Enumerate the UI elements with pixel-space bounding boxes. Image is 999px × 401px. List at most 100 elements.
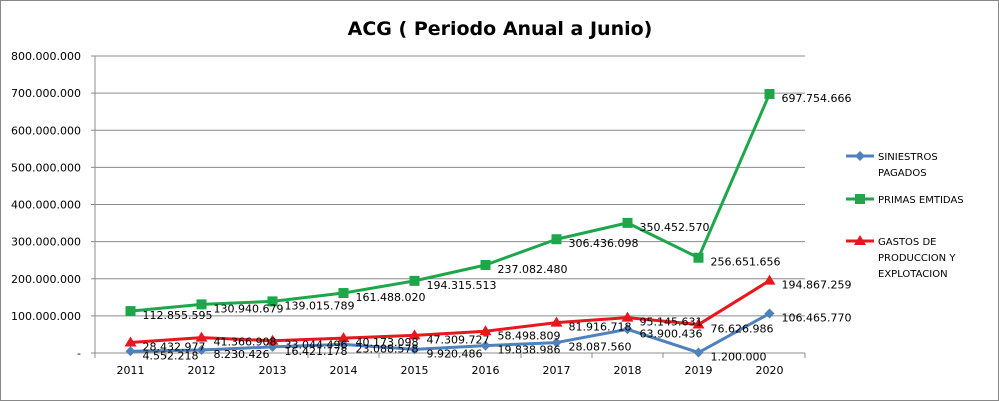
- legend-symbol-marker: [855, 151, 865, 161]
- legend-label: GASTOS DE: [878, 237, 936, 248]
- data-label: 95.145.631: [640, 316, 703, 329]
- data-point: [551, 337, 562, 348]
- data-label: 16.421.178: [285, 345, 348, 358]
- series-line: [130, 93, 771, 313]
- data-label: 112.855.595: [143, 309, 213, 322]
- data-point: [195, 331, 208, 342]
- data-label: 194.867.259: [782, 279, 852, 292]
- x-tick-label: 2014: [330, 364, 358, 377]
- data-label: 33.044.496: [285, 339, 348, 352]
- data-label: 306.436.098: [569, 237, 639, 250]
- data-point: [622, 324, 633, 335]
- data-point: [622, 217, 633, 228]
- data-label: 76.626.986: [711, 323, 774, 336]
- x-tick-label: 2011: [117, 364, 145, 377]
- y-tick-label: 300.000.000: [11, 236, 81, 249]
- y-tick-label: 500.000.000: [11, 161, 81, 174]
- legend-symbol-marker: [855, 194, 865, 204]
- data-label: 194.315.513: [427, 279, 497, 292]
- axes: [91, 55, 806, 358]
- data-point: [764, 308, 775, 319]
- x-tick-label: 2012: [188, 364, 216, 377]
- legend-symbol-marker: [854, 235, 866, 245]
- data-point: [125, 306, 136, 317]
- data-point: [267, 296, 278, 307]
- gridlines: [95, 55, 805, 317]
- y-tick-labels: - 100.000.000 200.000.000 300.000.000 400.00…: [11, 50, 81, 360]
- series-line: [130, 312, 771, 355]
- legend-label: EXPLOTACION: [878, 269, 948, 280]
- x-tick-label: 2020: [756, 364, 784, 377]
- data-label: 47.309.727: [427, 333, 490, 346]
- data-label: 40.173.098: [356, 336, 419, 349]
- data-label: 19.838.986: [498, 344, 561, 357]
- data-label: 23.088.578: [356, 342, 419, 355]
- data-label: 63.900.436: [640, 327, 703, 340]
- data-point: [621, 311, 634, 322]
- data-point: [550, 316, 563, 327]
- x-tick-label: 2015: [401, 364, 429, 377]
- data-label: 106.465.770: [782, 311, 852, 324]
- y-tick-label: 700.000.000: [11, 87, 81, 100]
- legend-label: PRODUCCION Y: [878, 253, 956, 264]
- data-point: [692, 318, 705, 329]
- data-point: [693, 252, 704, 263]
- data-point: [551, 234, 562, 245]
- series-lines: [130, 93, 771, 355]
- data-point: [408, 329, 421, 340]
- legend-label: PAGADOS: [878, 168, 927, 179]
- data-label: 1.200.000: [711, 351, 767, 364]
- data-point: [196, 344, 207, 355]
- legend-label: PRIMAS EMTIDAS: [878, 195, 964, 206]
- data-point: [763, 274, 776, 285]
- legend: SINIESTROS PAGADOS PRIMAS EMTIDAS GASTOS DE…: [846, 151, 964, 280]
- data-point: [409, 275, 420, 286]
- series-line: [130, 279, 771, 344]
- data-point: [338, 288, 349, 299]
- legend-label: SINIESTROS: [878, 152, 938, 163]
- data-label: 4.552.218: [143, 349, 199, 362]
- y-tick-label: 200.000.000: [11, 273, 81, 286]
- data-label: 130.940.679: [214, 302, 284, 315]
- x-tick-labels: 2011 2012 2013 2014 2015 2016 2017 2018 2019 2020: [117, 364, 784, 377]
- data-label: 28.432.977: [143, 340, 206, 353]
- data-point: [409, 344, 420, 355]
- series-markers: [124, 88, 776, 358]
- data-label: 28.087.560: [569, 341, 632, 354]
- y-tick-label: -: [77, 347, 81, 360]
- data-point: [266, 334, 279, 345]
- x-tick-label: 2019: [685, 364, 713, 377]
- chart-title: ACG ( Periodo Anual a Junio): [348, 18, 653, 40]
- data-point: [337, 332, 350, 343]
- data-label: 350.452.570: [640, 221, 710, 234]
- x-tick-label: 2013: [259, 364, 287, 377]
- x-tick-label: 2016: [472, 364, 500, 377]
- x-tick-label: 2018: [614, 364, 642, 377]
- data-label: 41.366.908: [214, 336, 277, 349]
- data-point: [693, 347, 704, 358]
- y-tick-label: 400.000.000: [11, 199, 81, 212]
- data-label: 81.916.718: [569, 321, 632, 334]
- data-label: 9.920.486: [427, 347, 483, 360]
- y-tick-label: 100.000.000: [11, 310, 81, 323]
- y-tick-label: 800.000.000: [11, 50, 81, 63]
- data-label: 139.015.789: [285, 299, 355, 312]
- data-label: 256.651.656: [711, 256, 781, 269]
- data-point: [764, 88, 775, 99]
- data-point: [125, 346, 136, 357]
- data-label: 8.230.426: [214, 348, 270, 361]
- data-label: 237.082.480: [498, 263, 568, 276]
- data-label: 58.498.809: [498, 329, 561, 342]
- data-point: [196, 299, 207, 310]
- data-label: 697.754.666: [782, 92, 852, 105]
- data-label: 161.488.020: [356, 291, 426, 304]
- y-tick-label: 600.000.000: [11, 124, 81, 137]
- data-point: [124, 336, 137, 347]
- data-labels: 4.552.218 8.230.426 16.421.178 23.088.578 9.…: [143, 92, 852, 364]
- x-tick-label: 2017: [543, 364, 571, 377]
- data-point: [479, 325, 492, 336]
- data-point: [480, 259, 491, 270]
- data-point: [480, 340, 491, 351]
